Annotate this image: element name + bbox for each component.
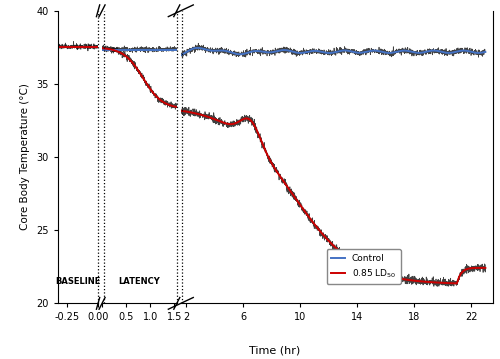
Legend: Control, 0.85 LD$_{50}$: Control, 0.85 LD$_{50}$ <box>326 249 400 284</box>
Text: LATENCY: LATENCY <box>118 277 160 286</box>
Text: Time (hr): Time (hr) <box>250 345 300 355</box>
Y-axis label: Core Body Temperature (°C): Core Body Temperature (°C) <box>20 84 30 230</box>
Text: BASELINE: BASELINE <box>55 277 100 286</box>
